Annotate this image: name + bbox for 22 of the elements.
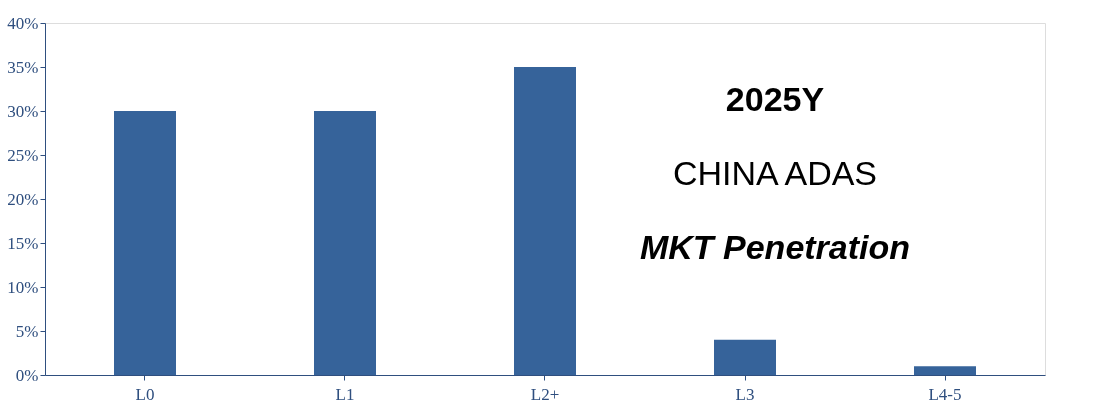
x-tick-label: L3 <box>735 384 755 404</box>
annotation: 2025Y <box>725 80 825 118</box>
bar <box>114 111 176 375</box>
y-tick-label: 15% <box>7 233 39 253</box>
x-tick-label: L1 <box>335 384 355 404</box>
y-tick-label: 0% <box>15 365 39 385</box>
y-tick-label: 10% <box>7 277 39 297</box>
y-tick-label: 25% <box>7 145 39 165</box>
bar <box>514 67 576 375</box>
y-tick-label: 5% <box>15 321 39 341</box>
bar <box>314 111 376 375</box>
y-tick-label: 30% <box>7 101 39 121</box>
bar <box>714 339 776 375</box>
bar <box>914 366 976 375</box>
x-tick-label: L4-5 <box>928 384 962 404</box>
x-tick-label: L0 <box>135 384 155 404</box>
annotation: CHINA ADAS <box>672 154 878 192</box>
y-tick-label: 20% <box>7 189 39 209</box>
y-tick-label: 40% <box>7 13 39 33</box>
annotation: MKT Penetration <box>639 228 911 266</box>
x-tick-label: L2+ <box>530 384 560 404</box>
y-tick-label: 35% <box>7 57 39 77</box>
